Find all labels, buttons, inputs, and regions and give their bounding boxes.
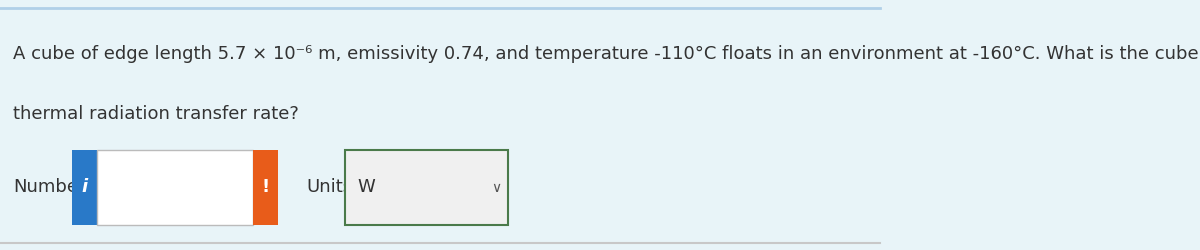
- Text: !: !: [262, 178, 270, 196]
- FancyBboxPatch shape: [72, 150, 97, 225]
- FancyBboxPatch shape: [344, 150, 508, 225]
- Text: A cube of edge length 5.7 × 10⁻⁶ m, emissivity 0.74, and temperature -110°C floa: A cube of edge length 5.7 × 10⁻⁶ m, emis…: [13, 45, 1200, 63]
- Text: W: W: [358, 178, 376, 196]
- FancyBboxPatch shape: [97, 150, 253, 225]
- Text: i: i: [82, 178, 88, 196]
- Text: ∨: ∨: [491, 180, 502, 194]
- Text: thermal radiation transfer rate?: thermal radiation transfer rate?: [13, 105, 299, 123]
- FancyBboxPatch shape: [253, 150, 278, 225]
- Text: Number: Number: [13, 178, 85, 196]
- Text: Units: Units: [306, 178, 353, 196]
